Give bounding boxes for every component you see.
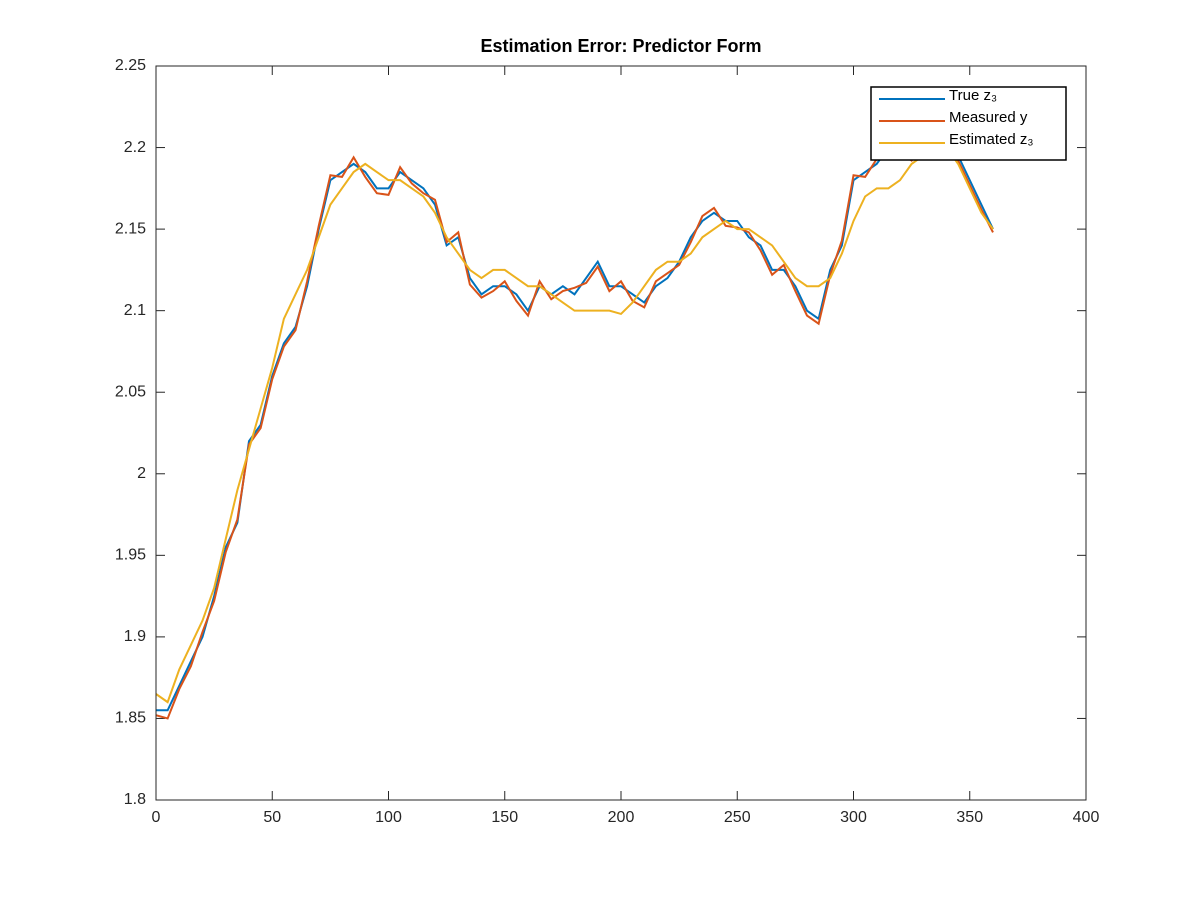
legend-label: True z₃: [949, 87, 997, 104]
legend-label: Estimated z₃: [949, 131, 1033, 148]
x-tick-label: 250: [724, 809, 751, 826]
y-tick-label: 2.2: [124, 139, 146, 156]
y-tick-label: 1.85: [115, 710, 146, 727]
x-tick-label: 150: [491, 809, 518, 826]
y-tick-label: 2.05: [115, 383, 146, 400]
y-tick-label: 1.95: [115, 547, 146, 564]
series-line: [156, 132, 994, 720]
y-tick-label: 1.9: [124, 628, 146, 645]
series-line: [156, 146, 994, 704]
x-tick-label: 100: [375, 809, 402, 826]
y-tick-label: 2.15: [115, 220, 146, 237]
legend-label: Measured y: [949, 109, 1028, 126]
x-tick-label: 350: [956, 809, 983, 826]
x-tick-label: 400: [1073, 809, 1100, 826]
axes-box: [155, 65, 1087, 801]
chart-title: Estimation Error: Predictor Form: [480, 36, 761, 56]
y-tick-label: 2.1: [124, 302, 146, 319]
x-tick-label: 300: [840, 809, 867, 826]
x-tick-label: 0: [152, 809, 161, 826]
y-tick-label: 2.25: [115, 57, 146, 74]
x-tick-label: 50: [263, 809, 281, 826]
y-tick-label: 2: [137, 465, 146, 482]
y-tick-label: 1.8: [124, 791, 146, 808]
x-tick-label: 200: [608, 809, 635, 826]
